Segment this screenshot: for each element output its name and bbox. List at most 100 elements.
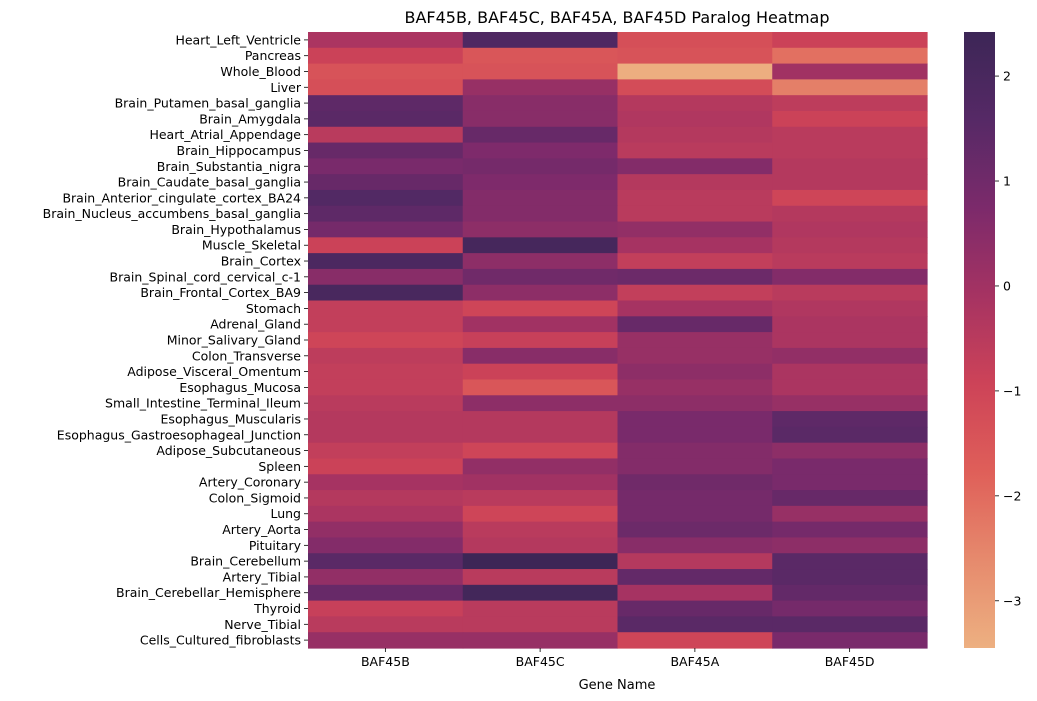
heatmap-cell	[772, 221, 928, 238]
heatmap-cell	[462, 569, 619, 586]
row-label: Cells_Cultured_fibroblasts	[140, 633, 301, 648]
heatmap-cell	[772, 490, 928, 507]
heatmap-cell	[772, 300, 928, 317]
row-label: Brain_Cerebellum	[190, 554, 301, 569]
heatmap-cell	[462, 268, 619, 286]
heatmap-cell	[462, 221, 619, 238]
heatmap-cell	[462, 205, 619, 223]
heatmap-cell	[772, 284, 928, 302]
heatmap-cell	[308, 189, 464, 207]
row-label: Brain_Amygdala	[199, 111, 301, 126]
heatmap-cell	[617, 537, 773, 554]
heatmap-cell	[462, 584, 619, 602]
heatmap-cell	[462, 363, 619, 381]
row-label: Muscle_Skeletal	[202, 238, 301, 253]
colorbar	[964, 32, 995, 648]
heatmap-cell	[308, 395, 464, 412]
row-label: Heart_Atrial_Appendage	[149, 127, 301, 142]
row-label: Colon_Transverse	[192, 348, 301, 363]
heatmap-cell	[617, 474, 773, 491]
row-label: Whole_Blood	[220, 64, 301, 79]
heatmap-cell	[772, 426, 928, 444]
heatmap-cell	[462, 284, 619, 302]
heatmap-cell	[772, 189, 928, 207]
row-label: Brain_Spinal_cord_cervical_c-1	[110, 269, 301, 284]
row-label: Colon_Sigmoid	[209, 490, 301, 505]
heatmap-cell	[617, 458, 773, 475]
row-label: Brain_Frontal_Cortex_BA9	[140, 285, 301, 300]
row-label: Artery_Aorta	[222, 522, 301, 537]
heatmap-cell	[617, 300, 773, 317]
heatmap-cell	[308, 458, 464, 475]
row-label: Thyroid	[253, 601, 301, 616]
row-labels: Heart_Left_VentriclePancreasWhole_BloodL…	[43, 32, 308, 648]
row-label: Adipose_Subcutaneous	[156, 443, 301, 458]
heatmap-cell	[617, 616, 773, 633]
heatmap-cell	[308, 237, 464, 254]
heatmap-cell	[772, 174, 928, 191]
heatmap-cell	[617, 332, 773, 349]
heatmap-cell	[462, 632, 619, 649]
row-label: Adipose_Visceral_Omentum	[127, 364, 301, 379]
heatmap-cell	[772, 126, 928, 144]
heatmap-cell	[308, 158, 464, 175]
heatmap-cell	[308, 95, 464, 112]
heatmap-cell	[772, 63, 928, 80]
row-label: Minor_Salivary_Gland	[167, 333, 301, 348]
heatmap-cells	[308, 32, 928, 649]
heatmap-cell	[772, 347, 928, 365]
heatmap-cell	[308, 426, 464, 444]
heatmap-cell	[772, 600, 928, 618]
heatmap-cell	[617, 411, 773, 428]
colorbar-tick-label: −2	[1003, 488, 1021, 503]
heatmap-cell	[308, 47, 464, 65]
heatmap-cell	[772, 158, 928, 175]
column-labels: BAF45B BAF45C BAF45A BAF45D	[361, 648, 875, 669]
row-label: Stomach	[246, 301, 301, 316]
heatmap-cell	[462, 300, 619, 317]
heatmap-cell	[462, 32, 619, 49]
heatmap-cell	[617, 95, 773, 112]
heatmap-cell	[462, 600, 619, 618]
heatmap-cell	[462, 253, 619, 270]
heatmap-cell	[772, 632, 928, 649]
heatmap-cell	[462, 395, 619, 412]
row-label: Brain_Putamen_basal_ganglia	[115, 96, 301, 111]
colorbar-ticks: 2 1 0 −1 −2 −3	[995, 69, 1021, 608]
heatmap-cell	[462, 174, 619, 191]
heatmap-cell	[462, 505, 619, 523]
row-label: Brain_Cortex	[221, 254, 301, 269]
heatmap-cell	[308, 32, 464, 49]
heatmap-cell	[308, 505, 464, 523]
row-label: Brain_Substantia_nigra	[157, 159, 301, 174]
heatmap-cell	[617, 632, 773, 649]
heatmap-cell	[617, 126, 773, 144]
column-label: BAF45C	[516, 654, 565, 669]
heatmap-cell	[617, 158, 773, 175]
heatmap-cell	[617, 284, 773, 302]
heatmap-cell	[617, 237, 773, 254]
heatmap-cell	[617, 521, 773, 539]
heatmap-cell	[617, 205, 773, 223]
heatmap-cell	[617, 174, 773, 191]
heatmap-cell	[308, 332, 464, 349]
heatmap-cell	[772, 332, 928, 349]
heatmap-cell	[617, 395, 773, 412]
heatmap-cell	[462, 63, 619, 80]
heatmap-cell	[308, 79, 464, 96]
heatmap-cell	[462, 490, 619, 507]
row-label: Esophagus_Gastroesophageal_Junction	[57, 427, 301, 442]
heatmap-cell	[772, 237, 928, 254]
row-label: Brain_Hypothalamus	[171, 222, 301, 237]
heatmap-cell	[617, 347, 773, 365]
row-label: Brain_Cerebellar_Hemisphere	[116, 585, 301, 600]
heatmap-cell	[308, 284, 464, 302]
row-label: Nerve_Tibial	[224, 617, 301, 632]
heatmap-cell	[617, 268, 773, 286]
heatmap-cell	[772, 395, 928, 412]
heatmap-cell	[617, 316, 773, 333]
column-label: BAF45B	[361, 654, 410, 669]
row-label: Liver	[270, 80, 302, 95]
heatmap-cell	[617, 584, 773, 602]
